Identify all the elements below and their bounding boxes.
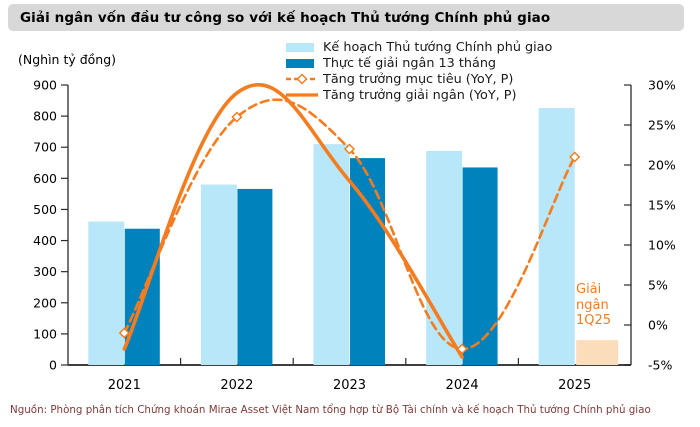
legend-swatch-actual	[286, 58, 314, 68]
left-axis-tick-label: 200	[33, 295, 57, 310]
left-axis-tick-label: 800	[33, 109, 57, 124]
right-axis-tick-label: 10%	[648, 238, 676, 253]
x-axis-category-label: 2023	[333, 378, 366, 393]
legend-swatch-plan	[286, 42, 314, 52]
left-axis-tick-label: 300	[33, 264, 57, 279]
legend-label-actual-growth: Tăng trưởng giải ngân (YoY, P)	[323, 87, 517, 103]
x-axis-category-label: 2024	[446, 378, 479, 393]
diamond-marker	[231, 111, 243, 123]
bar-plan-2025	[538, 108, 575, 366]
bar-actual-2022	[237, 188, 273, 365]
right-axis-tick-label: -5%	[648, 358, 672, 373]
diamond-marker	[569, 151, 581, 163]
right-axis-tick-label: 5%	[648, 278, 668, 293]
legend-item-target-growth: Tăng trưởng mục tiêu (YoY, P)	[286, 71, 552, 87]
chart-title: Giải ngân vốn đầu tư công so với kế hoạc…	[20, 9, 551, 26]
diamond-marker	[343, 143, 356, 155]
left-axis-tick-label: 0	[49, 358, 57, 373]
legend-label-actual: Thực tế giải ngân 13 tháng	[323, 55, 497, 71]
left-axis-tick-label: 100	[33, 326, 57, 341]
bar-actual-2024	[462, 167, 498, 365]
legend-label-target-growth: Tăng trưởng mục tiêu (YoY, P)	[323, 71, 514, 87]
left-axis-tick-label: 900	[33, 78, 57, 93]
chart-legend: Kế hoạch Thủ tướng Chính phủ giao Thực t…	[286, 39, 552, 103]
line-actual-growth	[122, 83, 464, 359]
bar-plan-2021	[88, 221, 125, 365]
legend-item-actual: Thực tế giải ngân 13 tháng	[286, 55, 552, 71]
x-axis-category-label: 2025	[558, 378, 591, 393]
right-axis-tick-label: 25%	[648, 118, 676, 133]
bar-plan-2024	[426, 150, 463, 365]
legend-label-plan: Kế hoạch Thủ tướng Chính phủ giao	[323, 39, 553, 55]
right-axis-tick-label: 0%	[648, 318, 668, 333]
left-axis-tick-label: 600	[33, 171, 57, 186]
bar-actual-2023	[350, 158, 385, 365]
right-axis-tick-label: 20%	[648, 158, 676, 173]
chart-title-bar: Giải ngân vốn đầu tư công so với kế hoạc…	[8, 4, 684, 31]
q1-2025-annotation: Giải ngân 1Q25	[576, 282, 612, 328]
bar-plan-2022	[200, 184, 237, 365]
right-axis-tick-label: 15%	[648, 198, 676, 213]
bar-1q25-disbursement	[576, 340, 619, 365]
legend-item-actual-growth: Tăng trưởng giải ngân (YoY, P)	[286, 87, 552, 103]
left-axis-tick-label: 400	[33, 233, 57, 248]
diamond-marker	[118, 327, 130, 339]
left-axis-unit-label: (Nghìn tỷ đồng)	[18, 52, 117, 67]
line-target-growth	[123, 98, 576, 351]
source-note: Nguồn: Phòng phân tích Chứng khoán Mirae…	[10, 404, 651, 416]
right-axis-tick-label: 30%	[648, 78, 676, 93]
left-axis-tick-label: 500	[33, 202, 57, 217]
x-axis-category-label: 2021	[108, 378, 141, 393]
x-axis-category-label: 2022	[220, 378, 253, 393]
bar-plan-2023	[313, 144, 350, 365]
legend-swatch-solid-line	[286, 93, 318, 97]
left-axis-tick-label: 700	[33, 140, 57, 155]
legend-swatch-dashed-line	[286, 73, 318, 85]
diamond-marker	[456, 343, 468, 355]
legend-item-plan: Kế hoạch Thủ tướng Chính phủ giao	[286, 39, 552, 55]
